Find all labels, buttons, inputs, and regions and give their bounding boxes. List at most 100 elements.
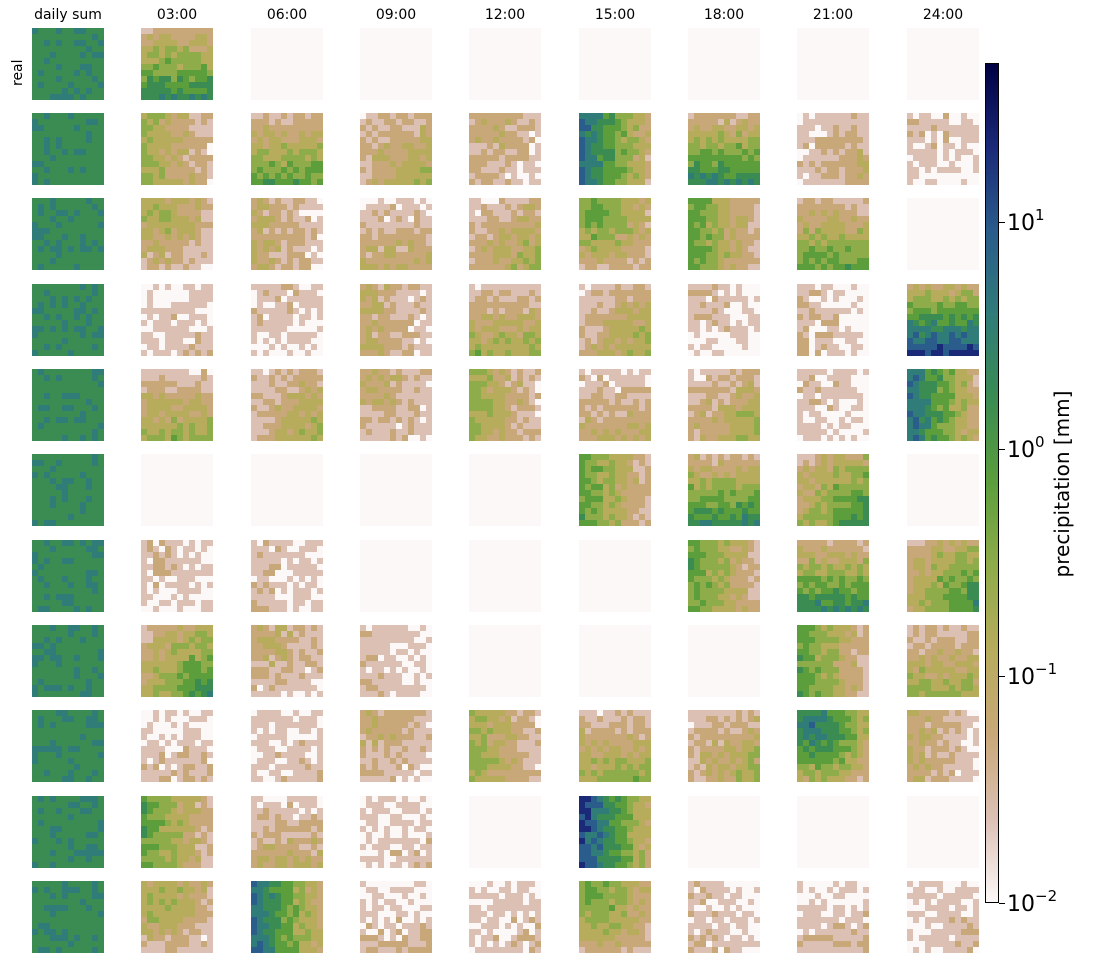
- heatmap-cell: [597, 113, 604, 120]
- heatmap-cell: [621, 173, 628, 180]
- heatmap-cell: [585, 222, 592, 229]
- heatmap-cell: [469, 64, 476, 71]
- heatmap-cell: [257, 149, 264, 156]
- heatmap-cell: [275, 155, 282, 162]
- heatmap-cell: [86, 314, 93, 321]
- heatmap-cell: [943, 131, 950, 138]
- heatmap-cell: [694, 94, 701, 100]
- heatmap-cell: [372, 210, 379, 217]
- heatmap-cell: [257, 308, 264, 315]
- heatmap-cell: [493, 258, 500, 265]
- heatmap-cell: [597, 125, 604, 132]
- heatmap-cell: [712, 88, 719, 95]
- heatmap-cell: [907, 28, 914, 35]
- heatmap-cell: [857, 240, 864, 247]
- heatmap-cell: [615, 308, 622, 315]
- heatmap-cell: [402, 52, 409, 59]
- heatmap-cell: [742, 173, 749, 180]
- heatmap-cell: [597, 119, 604, 126]
- heatmap-cell: [809, 290, 816, 297]
- heatmap-cell: [189, 246, 196, 253]
- heatmap-cell: [535, 143, 541, 150]
- heatmap-cell: [827, 302, 834, 309]
- heatmap-cell: [809, 302, 816, 309]
- heatmap-cell: [74, 113, 81, 120]
- heatmap-cell: [851, 94, 858, 100]
- heatmap-cell: [287, 173, 294, 180]
- heatmap-cell: [597, 210, 604, 217]
- heatmap-cell: [827, 296, 834, 303]
- heatmap-cell: [80, 119, 87, 126]
- heatmap-cell: [511, 210, 518, 217]
- heatmap-cell: [517, 314, 524, 321]
- heatmap-cell: [736, 234, 743, 241]
- heatmap-cell: [511, 338, 518, 345]
- heatmap-cell: [949, 198, 956, 205]
- heatmap-cell: [269, 131, 276, 138]
- heatmap-cell: [505, 34, 512, 41]
- heatmap-cell: [493, 302, 500, 309]
- heatmap-cell: [98, 82, 104, 89]
- heatmap-cell: [420, 198, 427, 205]
- heatmap-cell: [32, 58, 39, 65]
- heatmap-cell: [183, 40, 190, 47]
- heatmap-cell: [366, 40, 373, 47]
- heatmap-cell: [74, 167, 81, 174]
- heatmap-cell: [579, 82, 586, 89]
- heatmap-cell: [420, 119, 427, 126]
- heatmap-cell: [251, 344, 258, 351]
- heatmap-cell: [712, 314, 719, 321]
- heatmap-cell: [317, 290, 323, 297]
- heatmap-cell: [299, 131, 306, 138]
- heatmap-cell: [159, 320, 166, 327]
- heatmap-cell: [469, 76, 476, 83]
- heatmap-cell: [408, 222, 415, 229]
- heatmap-cell: [639, 179, 646, 185]
- heatmap-cell: [931, 167, 938, 174]
- heatmap-cell: [171, 326, 178, 333]
- heatmap-cell: [68, 320, 75, 327]
- heatmap-cell: [863, 149, 869, 156]
- heatmap-cell: [505, 216, 512, 223]
- heatmap-cell: [141, 64, 148, 71]
- heatmap-cell: [275, 234, 282, 241]
- heatmap-cell: [754, 137, 760, 144]
- heatmap-cell: [56, 70, 63, 77]
- heatmap-cell: [207, 290, 213, 297]
- heatmap-cell: [408, 302, 415, 309]
- heatmap-cell: [183, 137, 190, 144]
- heatmap-cell: [627, 320, 634, 327]
- heatmap-cell: [177, 88, 184, 95]
- heatmap-cell: [287, 344, 294, 351]
- heatmap-cell: [609, 82, 616, 89]
- heatmap-cell: [925, 264, 932, 270]
- heatmap-cell: [809, 204, 816, 211]
- heatmap-cell: [742, 204, 749, 211]
- heatmap-cell: [487, 228, 494, 235]
- heatmap-cell: [821, 34, 828, 41]
- heatmap-cell: [281, 314, 288, 321]
- heatmap-cell: [68, 70, 75, 77]
- heatmap-cell: [621, 28, 628, 35]
- heatmap-cell: [68, 131, 75, 138]
- heatmap-cell: [390, 210, 397, 217]
- heatmap-cell: [201, 308, 208, 315]
- heatmap-cell: [585, 204, 592, 211]
- heatmap-cell: [627, 173, 634, 180]
- heatmap-cell: [360, 296, 367, 303]
- heatmap-cell: [44, 88, 51, 95]
- heatmap-cell: [420, 216, 427, 223]
- heatmap-cell: [269, 344, 276, 351]
- heatmap-cell: [754, 240, 760, 247]
- heatmap-cell: [177, 52, 184, 59]
- heatmap-cell: [281, 228, 288, 235]
- heatmap-cell: [195, 70, 202, 77]
- heatmap-cell: [311, 332, 318, 339]
- heatmap-cell: [195, 113, 202, 120]
- heatmap-cell: [748, 204, 755, 211]
- heatmap-cell: [748, 113, 755, 120]
- heatmap-cell: [585, 40, 592, 47]
- heatmap-cell: [195, 338, 202, 345]
- heatmap-cell: [627, 143, 634, 150]
- heatmap-cell: [700, 143, 707, 150]
